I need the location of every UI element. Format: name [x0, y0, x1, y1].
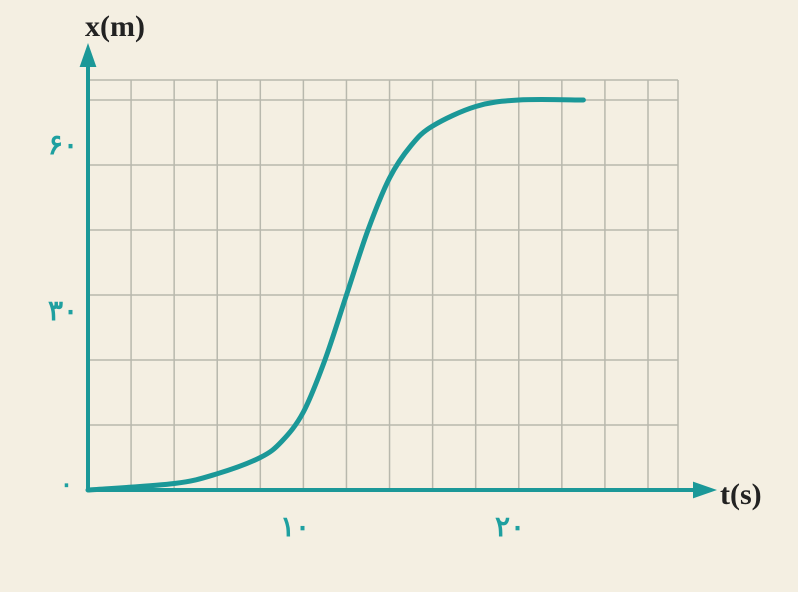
y-tick-60: ۶۰ — [48, 128, 78, 162]
y-tick-0: ۰ — [60, 470, 73, 499]
y-axis-label: x(m) — [85, 10, 145, 44]
x-tick-10: ۱۰ — [280, 510, 310, 544]
y-tick-30: ۳۰ — [48, 294, 78, 328]
x-axis-label: t(s) — [720, 478, 762, 512]
x-tick-20: ۲۰ — [495, 510, 525, 544]
chart-svg — [0, 0, 798, 592]
xt-chart: x(m) t(s) ۶۰ ۳۰ ۰ ۱۰ ۲۰ — [0, 0, 798, 592]
